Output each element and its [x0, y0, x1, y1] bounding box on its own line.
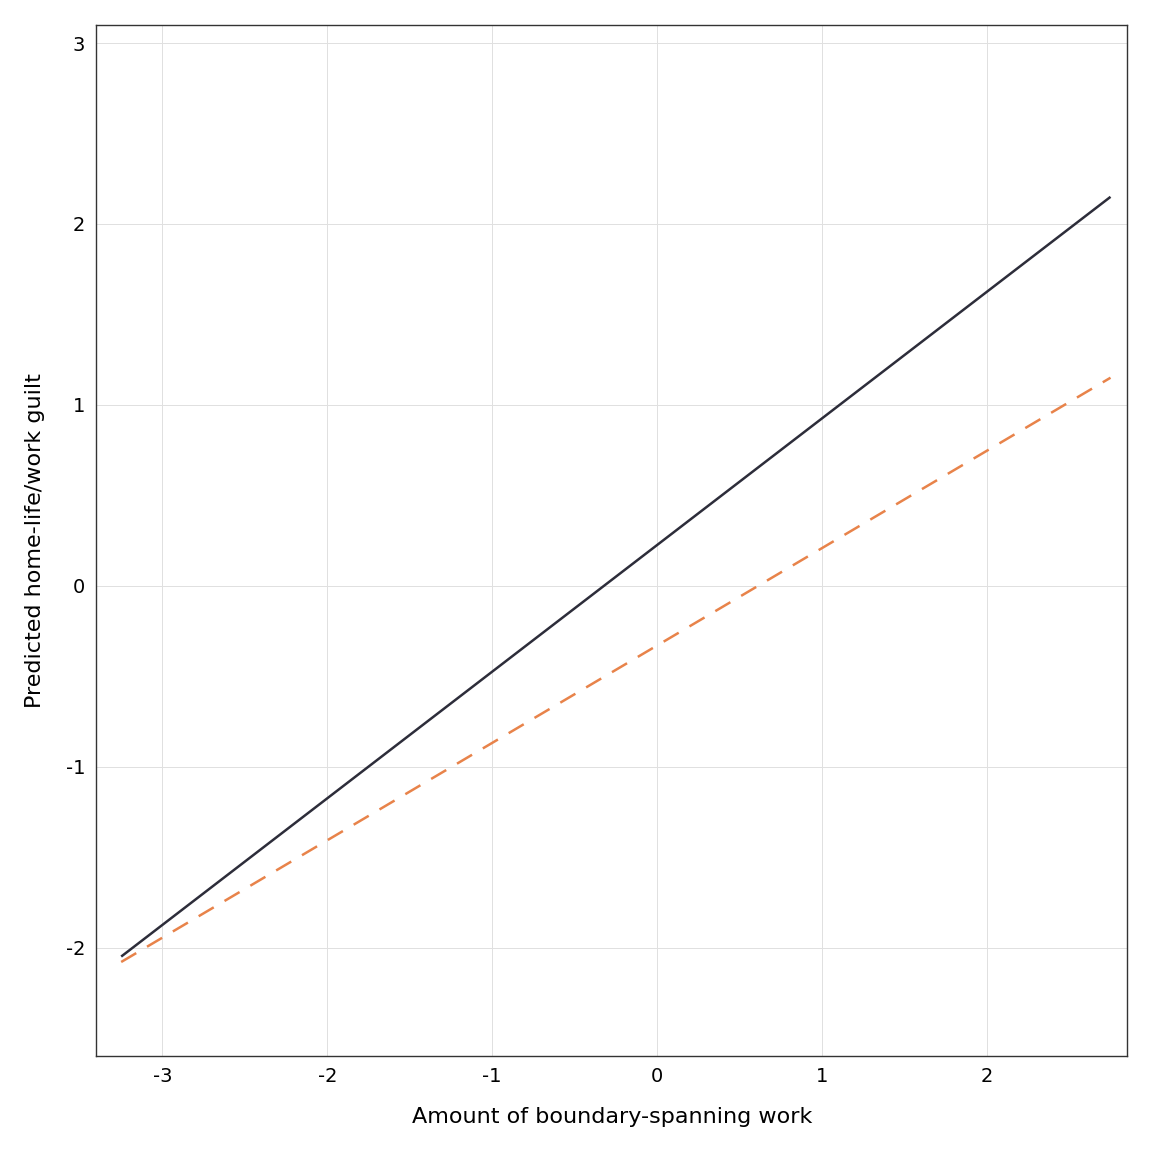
X-axis label: Amount of boundary-spanning work: Amount of boundary-spanning work	[411, 1107, 812, 1127]
Y-axis label: Predicted home-life/work guilt: Predicted home-life/work guilt	[25, 373, 45, 708]
